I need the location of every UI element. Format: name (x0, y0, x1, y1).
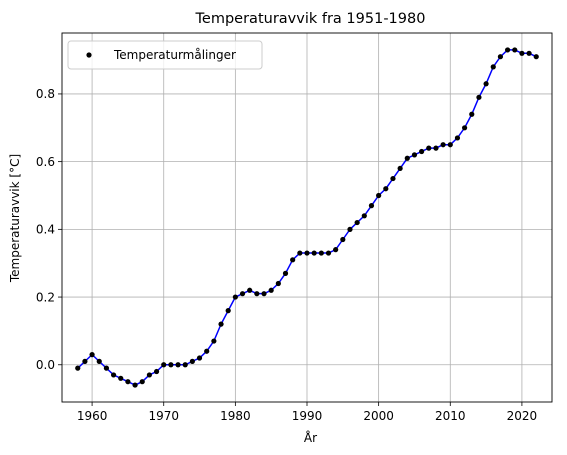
y-tick-label: 0.6 (36, 155, 55, 169)
data-point (361, 213, 367, 219)
data-point (261, 291, 267, 297)
data-point (225, 308, 231, 314)
x-tick-label: 1980 (220, 409, 251, 423)
data-point (368, 203, 375, 209)
data-point (383, 186, 389, 192)
data-point (519, 50, 525, 56)
x-axis-ticks: 1960 1970 1980 1990 2000 2010 2020 (77, 402, 537, 423)
data-point (318, 250, 324, 256)
data-point (82, 358, 88, 364)
data-point (282, 270, 289, 276)
data-point (103, 365, 110, 371)
legend: Temperaturmålinger (67, 40, 263, 70)
y-tick-label: 0.0 (36, 358, 55, 372)
data-point (504, 47, 511, 53)
data-point (354, 219, 360, 226)
data-point (175, 362, 181, 368)
legend-box (67, 40, 263, 70)
data-point (426, 145, 432, 151)
data-point (189, 358, 195, 364)
data-point (419, 148, 425, 155)
data-point (297, 250, 303, 256)
data-point (139, 379, 145, 385)
data-point (483, 81, 489, 87)
data-point (196, 355, 203, 361)
data-point (476, 94, 482, 100)
grid-lines (62, 33, 552, 402)
data-point (232, 294, 238, 300)
x-tick-label: 2000 (363, 409, 394, 423)
data-point (239, 291, 246, 297)
legend-marker (86, 52, 92, 58)
data-point (512, 47, 518, 53)
data-point (96, 358, 102, 364)
data-point (268, 287, 274, 293)
data-point (75, 365, 81, 371)
data-point (433, 145, 439, 151)
data-point (526, 50, 532, 56)
data-point (125, 379, 131, 385)
data-point (390, 175, 396, 182)
y-tick-label: 0.2 (36, 290, 55, 304)
data-point (218, 321, 224, 327)
x-axis-label: År (304, 430, 317, 445)
data-point (110, 372, 117, 378)
data-point (118, 375, 124, 381)
data-point (440, 142, 446, 148)
y-axis-label: Temperaturavvik [°C] (8, 154, 22, 283)
data-point (397, 165, 403, 172)
series-points (75, 47, 539, 388)
data-point (340, 236, 346, 243)
chart-title: Temperaturavvik fra 1951-1980 (195, 11, 426, 27)
y-axis-ticks: 0.0 0.2 0.4 0.6 0.8 (36, 87, 62, 372)
x-tick-label: 1990 (292, 409, 323, 423)
data-point (376, 192, 382, 199)
data-point (247, 287, 253, 293)
data-point (204, 348, 210, 354)
data-point (275, 280, 281, 287)
data-point (290, 257, 296, 263)
data-point (411, 152, 418, 158)
data-point (333, 247, 339, 253)
data-point (497, 54, 504, 60)
y-tick-label: 0.8 (36, 87, 55, 101)
data-point (447, 142, 453, 148)
data-point (490, 64, 496, 70)
data-point (454, 135, 461, 141)
x-tick-label: 1970 (148, 409, 179, 423)
data-point (469, 111, 475, 117)
data-point (211, 338, 217, 344)
data-point (168, 362, 174, 368)
data-point (311, 250, 317, 256)
x-tick-label: 1960 (77, 409, 108, 423)
legend-label: Temperaturmålinger (113, 48, 236, 62)
data-point (304, 250, 310, 256)
data-point (161, 362, 167, 368)
data-point (462, 125, 468, 131)
data-point (325, 250, 332, 256)
data-point (89, 352, 95, 358)
data-point (146, 372, 152, 378)
data-point (153, 368, 160, 375)
data-point (132, 382, 138, 388)
x-tick-label: 2010 (435, 409, 466, 423)
x-tick-label: 2020 (507, 409, 538, 423)
y-tick-label: 0.4 (36, 223, 55, 237)
data-point (347, 226, 353, 232)
data-point (404, 155, 410, 161)
data-point (254, 291, 260, 297)
data-point (533, 54, 539, 60)
data-point (182, 362, 188, 368)
